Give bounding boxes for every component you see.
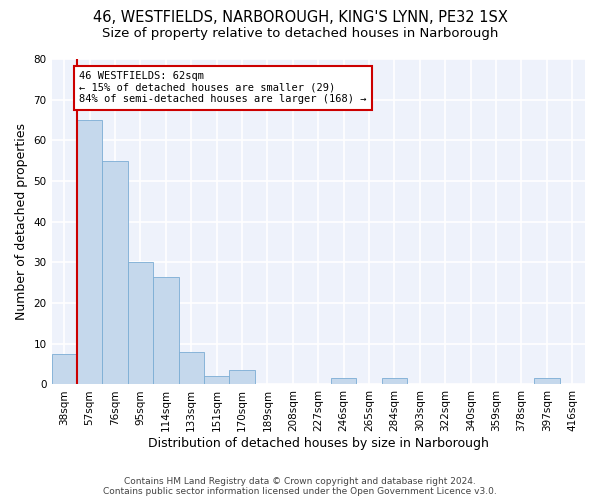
Text: Contains public sector information licensed under the Open Government Licence v3: Contains public sector information licen…	[103, 487, 497, 496]
Text: Contains HM Land Registry data © Crown copyright and database right 2024.: Contains HM Land Registry data © Crown c…	[124, 477, 476, 486]
Bar	[382, 378, 407, 384]
Bar	[331, 378, 356, 384]
Bar	[204, 376, 229, 384]
Text: Size of property relative to detached houses in Narborough: Size of property relative to detached ho…	[102, 28, 498, 40]
Bar	[153, 276, 179, 384]
Text: 46, WESTFIELDS, NARBOROUGH, KING'S LYNN, PE32 1SX: 46, WESTFIELDS, NARBOROUGH, KING'S LYNN,…	[92, 10, 508, 25]
X-axis label: Distribution of detached houses by size in Narborough: Distribution of detached houses by size …	[148, 437, 489, 450]
Bar	[534, 378, 560, 384]
Y-axis label: Number of detached properties: Number of detached properties	[15, 123, 28, 320]
Bar	[128, 262, 153, 384]
Bar	[229, 370, 255, 384]
Bar	[103, 160, 128, 384]
Bar	[179, 352, 204, 384]
Bar	[52, 354, 77, 384]
Text: 46 WESTFIELDS: 62sqm
← 15% of detached houses are smaller (29)
84% of semi-detac: 46 WESTFIELDS: 62sqm ← 15% of detached h…	[79, 71, 367, 104]
Bar	[77, 120, 103, 384]
